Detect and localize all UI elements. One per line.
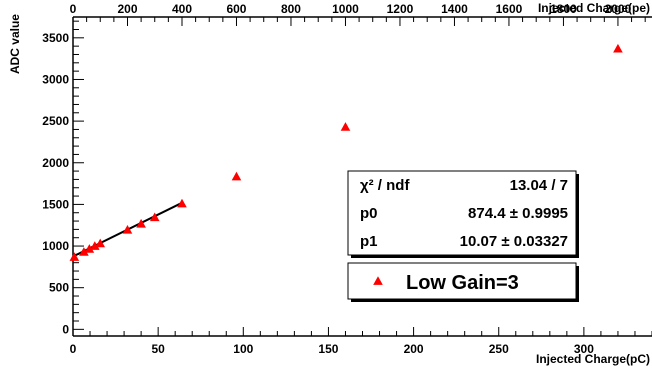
- y-tick-label: 3000: [42, 72, 69, 86]
- x-tick-label: 150: [318, 342, 338, 356]
- x2-axis-title: Injected Charge(pe): [538, 1, 650, 15]
- x2-tick-label: 1200: [387, 2, 414, 16]
- x2-tick-label: 0: [70, 2, 77, 16]
- stats-value: 874.4 ± 0.9995: [468, 205, 568, 222]
- y-tick-label: 3500: [42, 31, 69, 45]
- legend-label: Low Gain=3: [406, 272, 519, 294]
- x2-tick-label: 400: [172, 2, 192, 16]
- data-point: [89, 241, 100, 250]
- x-axis-title: Injected Charge(pC): [536, 352, 650, 366]
- stats-value: 10.07 ± 0.03327: [460, 233, 568, 250]
- x2-tick-label: 1000: [332, 2, 359, 16]
- data-point: [69, 252, 80, 261]
- x2-tick-label: 1800: [550, 2, 577, 16]
- stats-value: 13.04 / 7: [510, 177, 568, 194]
- legend-marker-triangle: [373, 276, 383, 285]
- stats-label: χ² / ndf: [360, 177, 410, 194]
- y-tick-label: 1000: [42, 239, 69, 253]
- x-tick-label: 100: [233, 342, 253, 356]
- y-tick-label: 0: [62, 322, 69, 336]
- x2-tick-label: 1600: [496, 2, 523, 16]
- x-tick-label: 250: [489, 342, 509, 356]
- x2-tick-label: 2000: [605, 2, 632, 16]
- y-tick-label: 1500: [42, 197, 69, 211]
- data-point: [340, 122, 351, 131]
- y-axis-title: ADC value: [8, 14, 22, 74]
- legend-box: [347, 262, 577, 300]
- data-point: [136, 218, 146, 228]
- stats-label: p0: [360, 205, 378, 222]
- data-point: [231, 171, 242, 181]
- data-point: [79, 247, 89, 256]
- stats-label: p1: [360, 233, 378, 250]
- x2-tick-label: 600: [226, 2, 246, 16]
- data-point: [95, 238, 106, 248]
- stats-box: [347, 170, 577, 256]
- y-tick-label: 500: [49, 281, 69, 295]
- data-point: [177, 198, 187, 208]
- x2-tick-label: 1400: [441, 2, 468, 16]
- x2-tick-label: 800: [281, 2, 301, 16]
- x-tick-label: 50: [151, 342, 165, 356]
- x-tick-label: 300: [574, 342, 594, 356]
- data-point: [613, 43, 623, 53]
- data-point: [84, 244, 95, 253]
- data-point: [149, 212, 160, 222]
- x2-tick-label: 200: [117, 2, 137, 16]
- x-tick-label: 200: [404, 342, 424, 356]
- data-point: [122, 225, 133, 234]
- x-tick-label: 0: [70, 342, 77, 356]
- y-tick-label: 2500: [42, 114, 69, 128]
- y-tick-label: 2000: [42, 156, 69, 170]
